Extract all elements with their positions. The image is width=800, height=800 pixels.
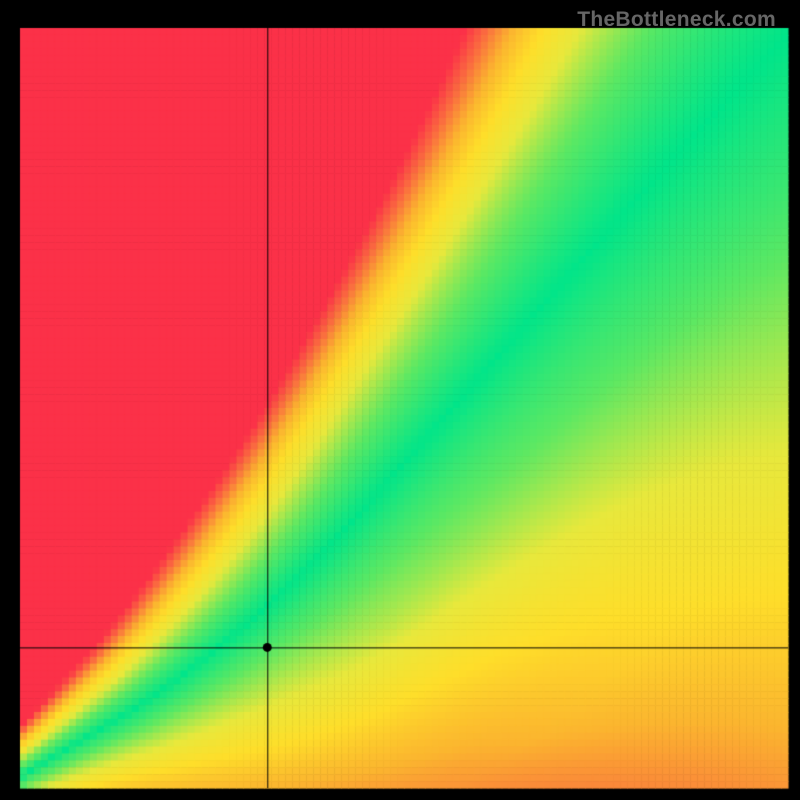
heatmap-canvas [0, 0, 800, 800]
watermark-text: TheBottleneck.com [577, 8, 776, 32]
chart-container: TheBottleneck.com [0, 0, 800, 800]
